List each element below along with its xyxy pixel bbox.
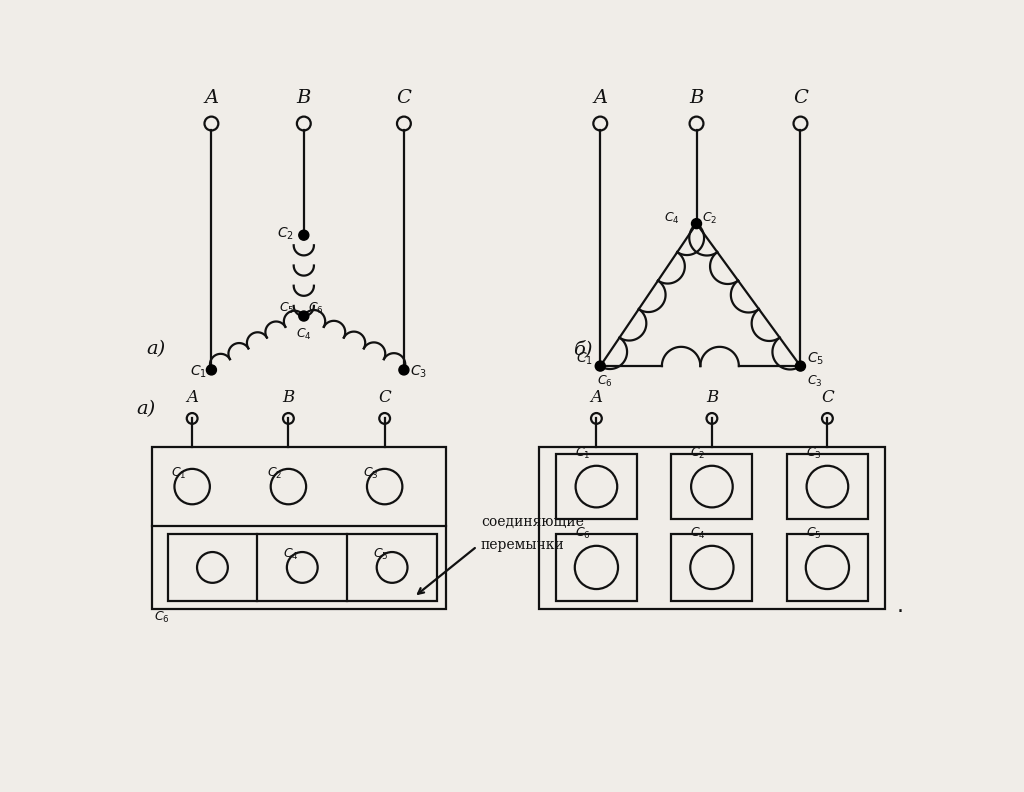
Circle shape (399, 365, 409, 375)
Text: B: B (689, 89, 703, 107)
Text: $C_1$: $C_1$ (171, 466, 186, 481)
Text: $C_2$: $C_2$ (267, 466, 283, 481)
Bar (153, 447, 446, 608)
Text: .: . (897, 596, 904, 616)
Text: $C_3$: $C_3$ (364, 466, 379, 481)
Text: $C_2$: $C_2$ (701, 211, 717, 227)
Bar (556, 534, 637, 601)
Text: $C_5$: $C_5$ (806, 526, 821, 541)
Text: $C_1$: $C_1$ (575, 351, 593, 367)
Circle shape (299, 230, 309, 240)
Bar (787, 454, 867, 519)
Text: $C_2$: $C_2$ (690, 446, 706, 461)
Text: $C_3$: $C_3$ (410, 364, 427, 379)
Circle shape (207, 365, 216, 375)
Text: A: A (591, 389, 602, 406)
Text: а): а) (137, 400, 156, 418)
Text: C: C (378, 389, 391, 406)
Text: A: A (205, 89, 218, 107)
Text: $C_5$: $C_5$ (807, 351, 823, 367)
Text: $C_1$: $C_1$ (189, 364, 207, 379)
Bar (787, 534, 867, 601)
Text: $C_6$: $C_6$ (308, 301, 325, 316)
Text: $C_3$: $C_3$ (807, 375, 822, 390)
Text: б): б) (573, 341, 593, 359)
Text: $C_6$: $C_6$ (574, 526, 591, 541)
Bar (556, 454, 637, 519)
Text: $C_4$: $C_4$ (296, 326, 312, 341)
Text: а): а) (146, 341, 165, 359)
Text: $C_6$: $C_6$ (154, 610, 169, 625)
Text: $C_3$: $C_3$ (806, 446, 821, 461)
Circle shape (595, 361, 605, 371)
Text: $C_2$: $C_2$ (276, 226, 294, 242)
Text: $C_5$: $C_5$ (280, 301, 295, 316)
Text: $C_6$: $C_6$ (597, 375, 613, 390)
Text: B: B (297, 89, 311, 107)
Bar (168, 534, 437, 601)
Text: C: C (396, 89, 412, 107)
Text: B: B (283, 389, 295, 406)
Text: перемычки: перемычки (481, 538, 564, 551)
Text: $C_4$: $C_4$ (665, 211, 680, 227)
Text: соединяющие: соединяющие (481, 515, 584, 528)
Text: $C_4$: $C_4$ (283, 547, 299, 562)
Bar (672, 454, 753, 519)
Bar (672, 534, 753, 601)
Bar (539, 447, 885, 608)
Text: $C_1$: $C_1$ (574, 446, 590, 461)
Text: C: C (821, 389, 834, 406)
Text: B: B (706, 389, 718, 406)
Circle shape (796, 361, 806, 371)
Text: A: A (593, 89, 607, 107)
Circle shape (299, 311, 309, 321)
Text: A: A (186, 389, 199, 406)
Text: C: C (793, 89, 808, 107)
Text: $C_4$: $C_4$ (690, 526, 707, 541)
Text: $C_5$: $C_5$ (373, 547, 388, 562)
Circle shape (691, 219, 701, 229)
